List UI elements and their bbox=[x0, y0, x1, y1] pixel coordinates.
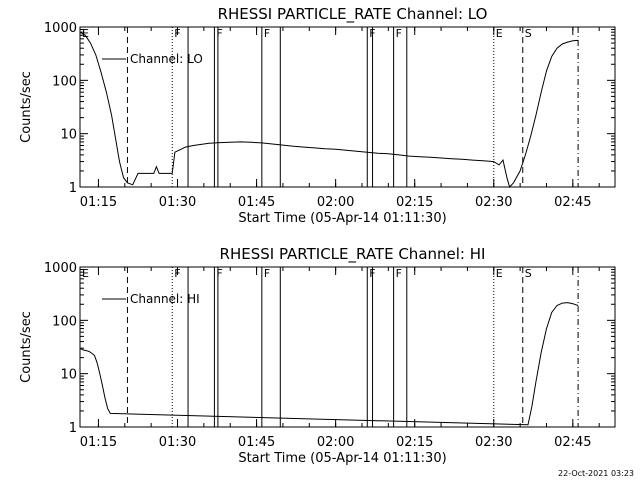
x-tick-label: 01:45 bbox=[238, 195, 275, 210]
event-marker-label: S bbox=[525, 27, 532, 40]
x-tick-label: 02:00 bbox=[317, 435, 354, 450]
x-tick-label: 01:30 bbox=[159, 435, 196, 450]
x-tick-label: 02:30 bbox=[475, 435, 512, 450]
y-tick-label: 1000 bbox=[44, 21, 77, 36]
x-axis-label: Start Time (05-Apr-14 01:11:30) bbox=[238, 211, 446, 226]
event-marker-label: F bbox=[216, 267, 222, 280]
y-tick-label: 10 bbox=[60, 368, 77, 383]
event-marker-label: F bbox=[264, 267, 270, 280]
y-tick-label: 1000 bbox=[44, 261, 77, 276]
event-marker-label: F bbox=[174, 27, 180, 40]
legend-label: Channel: HI bbox=[130, 292, 200, 306]
chart-title: RHESSI PARTICLE_RATE Channel: HI bbox=[220, 245, 486, 264]
x-tick-label: 02:45 bbox=[554, 195, 591, 210]
x-tick-label: 02:45 bbox=[554, 435, 591, 450]
series-line bbox=[79, 31, 579, 188]
legend-label: Channel: LO bbox=[130, 52, 203, 66]
event-marker-label: S bbox=[525, 267, 532, 280]
event-marker-label: E bbox=[82, 27, 89, 40]
x-tick-label: 01:15 bbox=[80, 195, 117, 210]
x-tick-label: 02:15 bbox=[396, 195, 433, 210]
event-marker-label: F bbox=[396, 27, 402, 40]
chart-panel-2: RHESSI PARTICLE_RATE Channel: HI 1 10 100 10… bbox=[19, 245, 616, 466]
x-tick-label: 02:30 bbox=[475, 195, 512, 210]
footer-timestamp: 22-Oct-2021 03:23 bbox=[558, 469, 634, 478]
x-tick-label: 02:00 bbox=[317, 195, 354, 210]
y-axis-label: Counts/sec bbox=[19, 71, 34, 143]
series-line bbox=[79, 302, 579, 426]
plot-frame bbox=[79, 26, 616, 188]
plot-frame bbox=[79, 266, 616, 428]
y-tick-label: 100 bbox=[52, 314, 77, 329]
event-marker-label: E bbox=[82, 267, 89, 280]
event-marker-label: F bbox=[216, 27, 222, 40]
chart-panel-1: RHESSI PARTICLE_RATE Channel: LO 1 10 100 10… bbox=[19, 5, 616, 226]
x-tick-label: 01:45 bbox=[238, 435, 275, 450]
x-tick-label: 01:15 bbox=[80, 435, 117, 450]
event-marker-label: F bbox=[174, 267, 180, 280]
event-marker-label: F bbox=[264, 27, 270, 40]
y-tick-label: 100 bbox=[52, 74, 77, 89]
chart-title: RHESSI PARTICLE_RATE Channel: LO bbox=[218, 5, 488, 24]
x-tick-label: 01:30 bbox=[159, 195, 196, 210]
event-marker-label: E bbox=[496, 267, 503, 280]
event-marker-label: F bbox=[396, 267, 402, 280]
y-axis-label: Counts/sec bbox=[19, 311, 34, 383]
y-tick-label: 1 bbox=[69, 181, 77, 196]
x-axis-label: Start Time (05-Apr-14 01:11:30) bbox=[238, 451, 446, 466]
x-tick-label: 02:15 bbox=[396, 435, 433, 450]
event-marker-label: E bbox=[496, 27, 503, 40]
y-tick-label: 10 bbox=[60, 128, 77, 143]
y-tick-label: 1 bbox=[69, 421, 77, 436]
